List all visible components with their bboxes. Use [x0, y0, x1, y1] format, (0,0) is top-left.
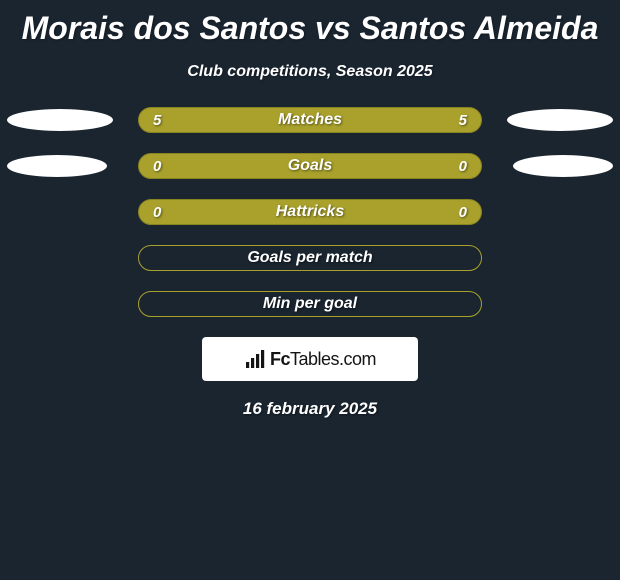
stat-label: Min per goal — [139, 295, 481, 313]
left-ellipse — [7, 155, 107, 177]
subtitle: Club competitions, Season 2025 — [0, 63, 620, 81]
stat-label: Goals per match — [139, 249, 481, 267]
stat-row: 0Goals0 — [0, 153, 620, 179]
page-title: Morais dos Santos vs Santos Almeida — [0, 0, 620, 47]
stat-right-value: 0 — [447, 158, 467, 175]
stat-row: 0Hattricks0 — [0, 199, 620, 225]
logo-box: FcTables.com — [202, 337, 418, 381]
stat-bar: Goals per match — [138, 245, 482, 271]
stats-container: 5Matches50Goals00Hattricks0Goals per mat… — [0, 107, 620, 317]
logo-text: FcTables.com — [270, 349, 376, 370]
stat-row: 5Matches5 — [0, 107, 620, 133]
stat-bar: 0Goals0 — [138, 153, 482, 179]
stat-right-value: 0 — [447, 204, 467, 221]
right-ellipse — [507, 109, 613, 131]
stat-bar: 0Hattricks0 — [138, 199, 482, 225]
stat-label: Hattricks — [139, 203, 481, 221]
stat-left-value: 5 — [153, 112, 173, 129]
stat-left-value: 0 — [153, 204, 173, 221]
stat-label: Goals — [139, 157, 481, 175]
stat-row: Min per goal — [0, 291, 620, 317]
stat-bar: Min per goal — [138, 291, 482, 317]
bar-chart-icon — [244, 350, 266, 368]
date-text: 16 february 2025 — [0, 399, 620, 419]
left-ellipse — [7, 109, 113, 131]
stat-left-value: 0 — [153, 158, 173, 175]
stat-label: Matches — [139, 111, 481, 129]
stat-row: Goals per match — [0, 245, 620, 271]
stat-right-value: 5 — [447, 112, 467, 129]
stat-bar: 5Matches5 — [138, 107, 482, 133]
right-ellipse — [513, 155, 613, 177]
